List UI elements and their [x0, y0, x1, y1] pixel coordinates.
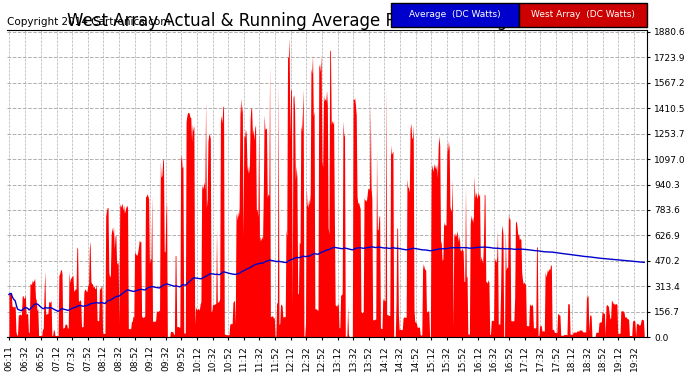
- Text: Copyright 2014 Cartronics.com: Copyright 2014 Cartronics.com: [8, 17, 170, 27]
- Text: Average  (DC Watts): Average (DC Watts): [409, 10, 501, 19]
- FancyBboxPatch shape: [391, 3, 519, 27]
- FancyBboxPatch shape: [519, 3, 647, 27]
- Title: West Array Actual & Running Average Power Tue Aug 19 19:45: West Array Actual & Running Average Powe…: [67, 12, 586, 30]
- Text: West Array  (DC Watts): West Array (DC Watts): [531, 10, 635, 19]
